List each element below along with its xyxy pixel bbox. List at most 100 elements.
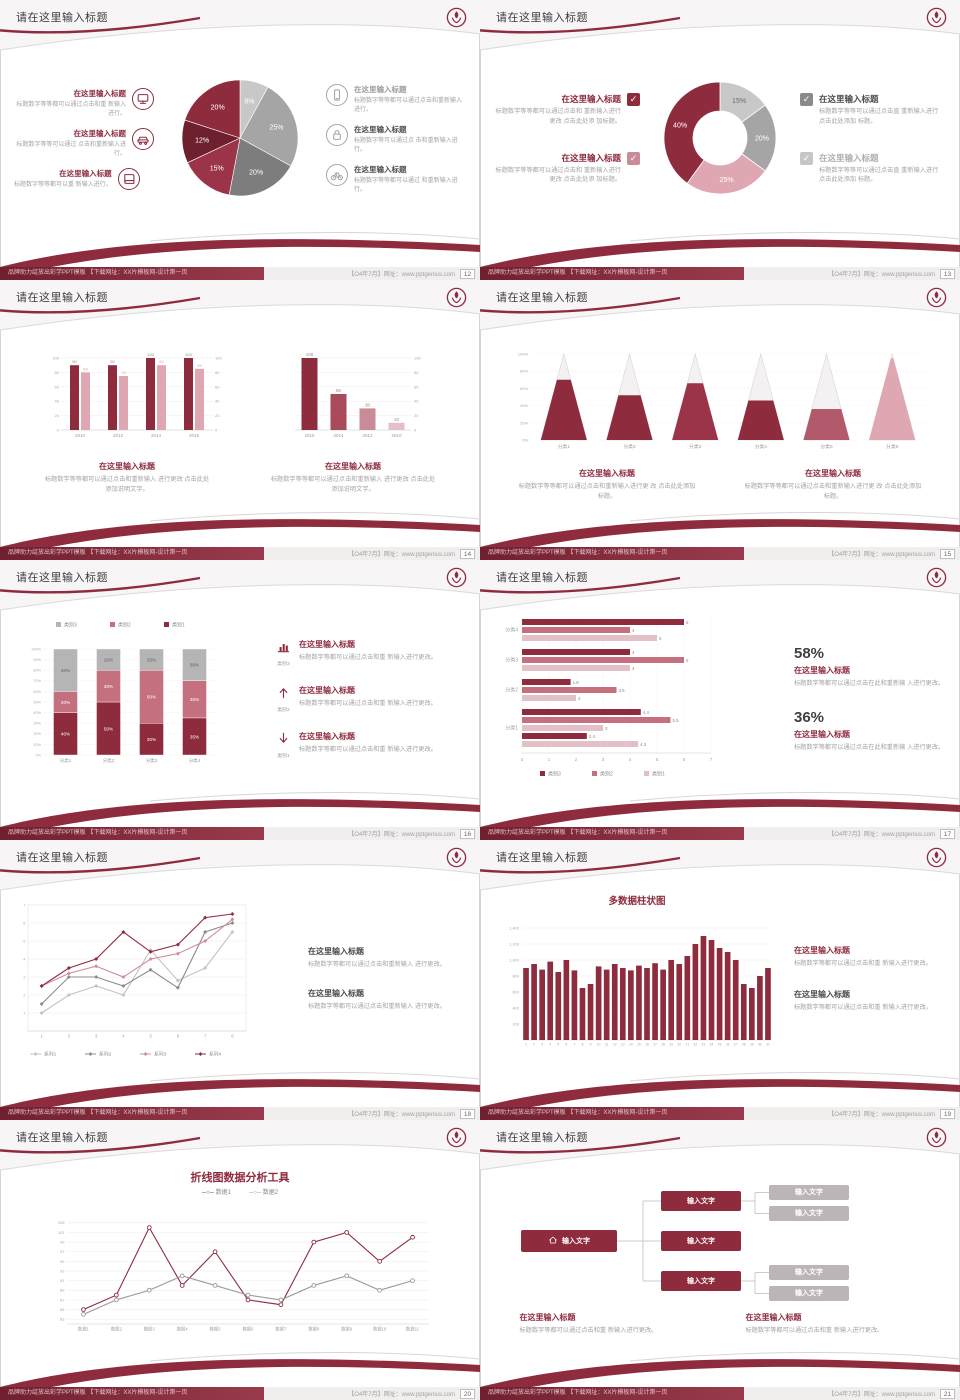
- svg-text:6: 6: [177, 1033, 180, 1038]
- legend-entry: ─○─ 数据1: [201, 1190, 231, 1196]
- callout-title: 在这里输入标题: [819, 94, 879, 105]
- svg-text:50%: 50%: [33, 700, 41, 704]
- svg-text:89: 89: [60, 1288, 65, 1293]
- slide-18[interactable]: 请在这里输入标题 1 2 3 4 5 6 7 1 2 3 4 5 6 7 8 系列1 系列2 系列3 系列4 在这里输…: [0, 840, 480, 1120]
- chart-title: 折线图数据分析工具: [190, 1172, 290, 1184]
- text-block: 在这里输入标题 标题数字等都可以通过点击和重新输入 进行更改。: [308, 946, 463, 970]
- school-logo-icon: [446, 287, 467, 308]
- svg-text:分类3: 分类3: [146, 757, 158, 764]
- slide-16[interactable]: 请在这里输入标题 类别3 类别2 类别1 0% 10% 20% 30% 40% 50% 60% 70…: [0, 560, 480, 840]
- svg-text:分类1: 分类1: [558, 443, 571, 450]
- monitor-icon: [132, 88, 154, 110]
- page-number: 14: [460, 548, 475, 559]
- callout-item: 在这里输入标题 标题数字等等都可以通过点击和 重新输入进行更改 点击此处添 加标题…: [494, 152, 640, 185]
- callout-title: 在这里输入标题: [561, 153, 621, 163]
- svg-text:20%: 20%: [33, 732, 41, 736]
- page-number: 18: [460, 1108, 475, 1119]
- svg-text:30%: 30%: [104, 683, 113, 688]
- svg-text:31: 31: [766, 1043, 770, 1047]
- slide-body: 多数据柱状图 200 400 600 800 1,000 1,200 1,400 1 2 3 4 5 6 7…: [480, 882, 960, 1076]
- slide-19[interactable]: 请在这里输入标题 多数据柱状图 200 400 600 800 1,000 1,200 1,4…: [480, 840, 960, 1120]
- svg-text:4: 4: [23, 956, 26, 961]
- school-logo-icon: [926, 567, 947, 588]
- side-item-title: 在这里输入标题: [299, 686, 355, 695]
- svg-text:4: 4: [549, 1043, 551, 1047]
- slide-footer: 品牌助力绽放出彩学PPT模板 【下载网址：XX片模板网-设计第一页 【O4年7月…: [0, 1107, 480, 1120]
- slide-17[interactable]: 请在这里输入标题 0 1 2 3 4 5 6 7 6 4 5 分类4 4 6 4 分类3 1.8 3.5 2 分类2 4…: [480, 560, 960, 840]
- callout-title: 在这里输入标题: [819, 153, 879, 163]
- slide-body: 0% 20% 40% 60% 80% 100% 分类1 分类2 分类3 分类4 分类5 分类6 在这里输…: [480, 322, 960, 516]
- svg-text:29: 29: [750, 1043, 754, 1047]
- svg-text:20%: 20%: [147, 657, 156, 662]
- stacked-bar-chart: 类别3 类别2 类别1 0% 10% 20% 30% 40% 50% 60% 70% 80% 90% 10…: [14, 617, 232, 782]
- svg-text:60: 60: [55, 384, 60, 389]
- svg-text:2010: 2010: [391, 433, 402, 438]
- slide-13[interactable]: 请在这里输入标题 在这里输入标题 标题数字等等都可以通过点击和 重新输入进行更改 …: [480, 0, 960, 280]
- top-swoosh-decoration: [480, 1120, 960, 1171]
- org-node-label: 输入文字: [687, 1197, 715, 1205]
- text-block-title: 在这里输入标题: [794, 990, 850, 999]
- slide-title: 请在这里输入标题: [16, 1132, 108, 1144]
- page-number: 20: [460, 1388, 475, 1399]
- footer-right-text: 【O4年7月】网址：www.pptgenius.com: [348, 1392, 455, 1398]
- svg-text:83: 83: [60, 1317, 65, 1322]
- footer-right-text: 【O4年7月】网址：www.pptgenius.com: [348, 832, 455, 838]
- svg-text:7: 7: [204, 1033, 207, 1038]
- svg-text:80%: 80%: [520, 369, 528, 374]
- svg-text:60: 60: [215, 384, 220, 389]
- footer-right-text: 【O4年7月】网址：www.pptgenius.com: [828, 1112, 935, 1118]
- bottom-swoosh-decoration: [0, 792, 480, 827]
- svg-text:分类5: 分类5: [820, 443, 833, 450]
- side-item-body: 标题数字等都可以通过点击和重 新输入进行更改。: [299, 654, 437, 661]
- svg-text:50: 50: [336, 388, 342, 393]
- bottom-swoosh-decoration: [0, 1072, 480, 1107]
- footer-left-text: 品牌助力绽放出彩学PPT模板 【下载网址：XX片模板网-设计第一页: [0, 547, 264, 560]
- callout-title: 在这里输入标题: [354, 164, 407, 174]
- org-chart: 输入文字 输入文字 输入文字 输入文字 输入文字 输入文字 输入文字 输入文字: [505, 1183, 935, 1303]
- page-number: 17: [940, 828, 955, 839]
- slide-21[interactable]: 请在这里输入标题 输入文字 输入文字 输入文字 输入文字 输入文字 输入文字 输入文字 输入文…: [480, 1120, 960, 1400]
- svg-text:26: 26: [726, 1043, 730, 1047]
- svg-text:15: 15: [637, 1043, 641, 1047]
- slide-footer: 品牌助力绽放出彩学PPT模板 【下载网址：XX片模板网-设计第一页 【O4年7月…: [480, 1107, 960, 1120]
- slide-body: 0 1 2 3 4 5 6 7 6 4 5 分类4 4 6 4 分类3 1.8 3.5 2 分类2 4.4 5.5 3 2.4…: [480, 602, 960, 796]
- footer-left-text: 品牌助力绽放出彩学PPT模板 【下载网址：XX片模板网-设计第一页: [480, 1387, 744, 1400]
- slide-footer: 品牌助力绽放出彩学PPT模板 【下载网址：XX片模板网-设计第一页 【O4年7月…: [0, 267, 480, 280]
- top-swoosh-decoration: [0, 840, 480, 891]
- org-node-label: 输入文字: [687, 1237, 715, 1245]
- svg-text:0%: 0%: [36, 753, 42, 757]
- slide-14[interactable]: 请在这里输入标题 0 0 20 20 40 40 60 60 80 80 100 100 90 80 201…: [0, 280, 480, 560]
- svg-text:20: 20: [215, 413, 220, 418]
- svg-text:95: 95: [60, 1259, 65, 1264]
- svg-text:600: 600: [512, 989, 519, 994]
- svg-text:2: 2: [23, 992, 26, 997]
- slide-footer: 品牌助力绽放出彩学PPT模板 【下载网址：XX片模板网-设计第一页 【O4年7月…: [480, 1387, 960, 1400]
- svg-text:1: 1: [40, 1033, 43, 1038]
- slide-20[interactable]: 请在这里输入标题 折线图数据分析工具 ─○─ 数据1 ─○─ 数据2 83 85 87 89…: [0, 1120, 480, 1400]
- slide-body: 输入文字 输入文字 输入文字 输入文字 输入文字 输入文字 输入文字 输入文字 在这里输入标题标…: [480, 1162, 960, 1356]
- svg-text:1,200: 1,200: [509, 941, 520, 946]
- slide-body: 1 2 3 4 5 6 7 1 2 3 4 5 6 7 8 系列1 系列2 系列3 系列4 在这里输入标题 标题数字等都…: [0, 882, 480, 1076]
- svg-text:10: 10: [597, 1043, 601, 1047]
- home-icon: [548, 1235, 558, 1247]
- svg-text:800: 800: [512, 973, 519, 978]
- column-chart: 200 400 600 800 1,000 1,200 1,400 1 2 3 4 5 6 7 8 9 10 11…: [494, 910, 780, 1065]
- slide-12[interactable]: 请在这里输入标题 在这里输入标题 标题数字等等都可以通过点击和重 新输入进行。 在这…: [0, 0, 480, 280]
- slide-15[interactable]: 请在这里输入标题 0% 20% 40% 60% 80% 100% 分类1 分类2 分类3 分类4 分…: [480, 280, 960, 560]
- chart-legend: ─○─ 数据1 ─○─ 数据2: [202, 1187, 278, 1196]
- slide-footer: 品牌助力绽放出彩学PPT模板 【下载网址：XX片模板网-设计第一页 【O4年7月…: [0, 827, 480, 840]
- book-icon: [117, 168, 140, 190]
- svg-text:99: 99: [60, 1239, 65, 1244]
- svg-text:分类3: 分类3: [505, 656, 518, 663]
- svg-text:2016: 2016: [189, 433, 200, 438]
- svg-text:2: 2: [578, 695, 581, 700]
- svg-text:2: 2: [68, 1033, 71, 1038]
- callout-title: 在这里输入标题: [59, 169, 112, 178]
- top-swoosh-decoration: [480, 280, 960, 331]
- svg-text:4.3: 4.3: [640, 741, 647, 746]
- svg-text:类别1: 类别1: [652, 770, 665, 777]
- svg-text:4: 4: [632, 627, 635, 632]
- text-block-title: 在这里输入标题: [99, 461, 155, 471]
- svg-text:18: 18: [661, 1043, 665, 1047]
- svg-text:85: 85: [60, 1307, 65, 1312]
